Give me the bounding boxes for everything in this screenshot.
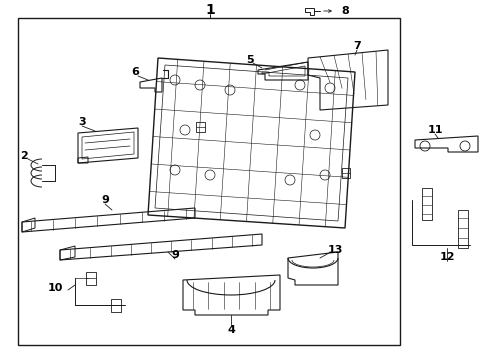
Text: 3: 3: [78, 117, 85, 127]
Text: 5: 5: [245, 55, 253, 65]
Text: 13: 13: [326, 245, 342, 255]
Text: 8: 8: [341, 6, 348, 16]
Text: 9: 9: [171, 250, 179, 260]
Text: 11: 11: [427, 125, 442, 135]
Text: 7: 7: [352, 41, 360, 51]
Text: 9: 9: [101, 195, 109, 205]
Text: 6: 6: [131, 67, 139, 77]
Text: 10: 10: [47, 283, 62, 293]
Text: 2: 2: [20, 151, 28, 161]
Text: 12: 12: [438, 252, 454, 262]
Text: 1: 1: [204, 3, 214, 17]
Text: 4: 4: [226, 325, 234, 335]
